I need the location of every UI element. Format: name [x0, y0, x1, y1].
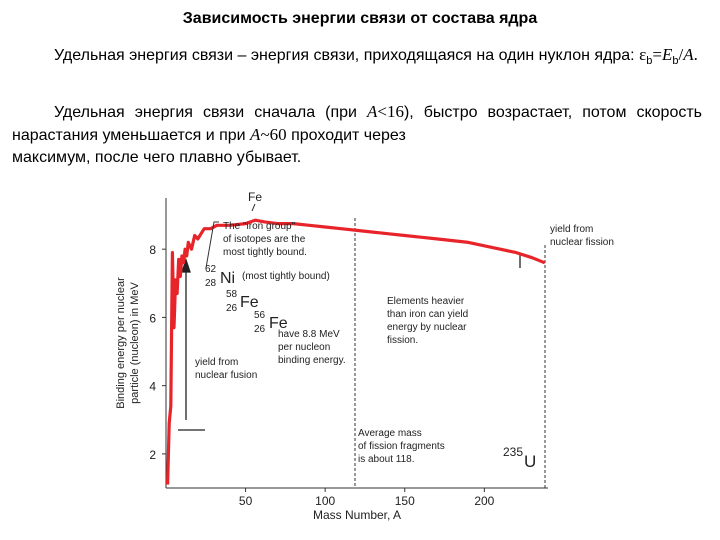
- fe56-z: 26: [254, 324, 266, 335]
- average-mass-note: Average mass of fission fragments is abo…: [358, 428, 448, 465]
- y-axis-label-line1: Binding energy per nuclear: [115, 277, 127, 409]
- x-ticks: 50 100 150 200: [239, 488, 495, 508]
- fe58-symbol: Fe: [240, 294, 259, 311]
- x-tick-label: 200: [474, 494, 494, 508]
- definition-text: Удельная энергия связи – энергия связи, …: [54, 47, 635, 64]
- y-tick-label: 4: [149, 380, 156, 394]
- ni-symbol: Ni: [220, 270, 235, 287]
- fusion-arrow: [178, 257, 205, 431]
- formula: εb=Eb/A.: [639, 45, 698, 68]
- fusion-note: yield from nuclear fusion: [195, 357, 257, 381]
- ni-z: 28: [205, 278, 217, 289]
- fe56-note: have 8.8 MeV per nucleon binding energy.: [278, 329, 346, 366]
- y-tick-label: 2: [149, 448, 156, 462]
- y-ticks: 2 4 6 8: [149, 243, 166, 462]
- fe-top-pointer: [251, 203, 256, 212]
- x-tick-label: 100: [315, 494, 335, 508]
- definition-paragraph: Удельная энергия связи – энергия связи, …: [12, 44, 702, 72]
- u235-mass: 235: [503, 445, 523, 459]
- fe58-mass: 58: [226, 289, 238, 300]
- description-paragraph: Удельная энергия связи сначала (при A<16…: [12, 102, 703, 166]
- y-tick-label: 6: [149, 311, 156, 325]
- y-tick-label: 8: [149, 243, 156, 257]
- ni-mass: 62: [205, 264, 217, 275]
- iron-group-bracket: [205, 221, 219, 269]
- x-axis-label: Mass Number, A: [313, 508, 401, 522]
- fe56-mass: 56: [254, 310, 266, 321]
- fe56-symbol: Fe: [269, 315, 288, 332]
- x-tick-label: 50: [239, 494, 253, 508]
- heavier-elements-note: Elements heavier than iron can yield ene…: [387, 296, 471, 346]
- fe58-z: 26: [226, 303, 238, 314]
- y-axis-label-line2: particle (nucleon) in MeV: [129, 282, 141, 404]
- iron-group-note: The "iron group" of isotopes are the mos…: [223, 221, 308, 258]
- x-tick-label: 150: [395, 494, 415, 508]
- fission-note: yield from nuclear fission: [550, 224, 614, 248]
- fe-top-label: Fe: [248, 190, 262, 204]
- binding-energy-curve: [166, 218, 546, 485]
- u235-symbol: U: [524, 452, 536, 471]
- page-title: Зависимость энергии связи от состава ядр…: [182, 10, 538, 27]
- ni-note: (most tightly bound): [242, 271, 330, 282]
